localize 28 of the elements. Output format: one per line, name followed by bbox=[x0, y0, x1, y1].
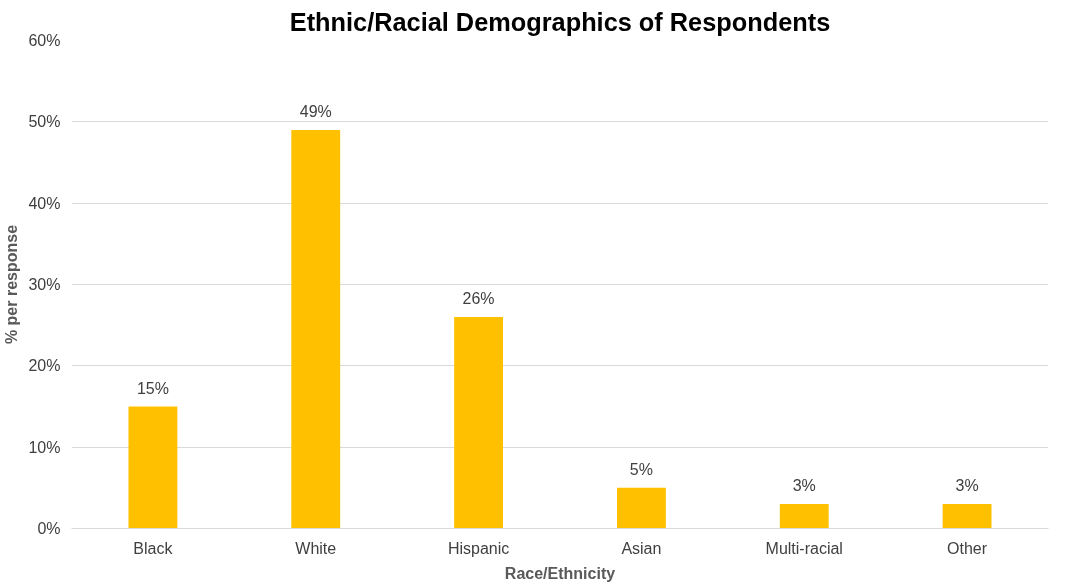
data-label: 3% bbox=[792, 477, 816, 495]
x-tick-label: Multi-racial bbox=[765, 539, 843, 557]
bar bbox=[942, 504, 992, 529]
x-tick-label: Other bbox=[947, 539, 988, 557]
x-axis-title: Race/Ethnicity bbox=[504, 564, 616, 582]
y-tick-label: 50% bbox=[28, 113, 61, 131]
y-tick-label: 10% bbox=[28, 438, 61, 456]
x-tick-label: White bbox=[295, 539, 337, 557]
data-label: 5% bbox=[629, 460, 653, 478]
y-axis-title: % per response bbox=[3, 224, 21, 345]
y-tick-label: 0% bbox=[37, 520, 61, 537]
x-tick-label: Hispanic bbox=[447, 539, 510, 557]
y-tick-label: 40% bbox=[28, 194, 61, 212]
bar bbox=[779, 504, 829, 529]
data-label: 3% bbox=[955, 477, 979, 495]
bar bbox=[128, 406, 178, 529]
bar bbox=[616, 487, 666, 529]
y-tick-label: 20% bbox=[28, 357, 61, 375]
y-tick-label: 60% bbox=[28, 32, 61, 49]
bar bbox=[291, 129, 341, 529]
x-tick-label: Black bbox=[133, 539, 174, 557]
data-label: 49% bbox=[299, 102, 332, 120]
chart-title: Ethnic/Racial Demographics of Respondents bbox=[289, 7, 831, 36]
data-label: 26% bbox=[462, 290, 495, 308]
y-tick-label: 30% bbox=[28, 276, 61, 293]
data-label: 15% bbox=[136, 379, 169, 397]
x-tick-label: Asian bbox=[621, 539, 662, 557]
bar bbox=[454, 317, 504, 529]
